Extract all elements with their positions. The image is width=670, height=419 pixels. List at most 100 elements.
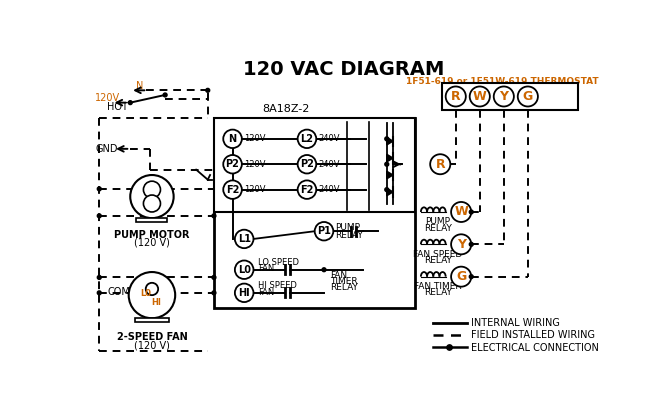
Circle shape (163, 93, 167, 97)
Circle shape (206, 88, 210, 92)
Text: F2: F2 (226, 185, 239, 195)
Text: FAN: FAN (258, 264, 275, 273)
Text: (120 V): (120 V) (134, 340, 170, 350)
Text: P1: P1 (317, 226, 331, 236)
Text: 8A18Z-2: 8A18Z-2 (262, 104, 310, 114)
Circle shape (146, 283, 158, 295)
Text: 2-SPEED FAN: 2-SPEED FAN (117, 333, 188, 342)
Circle shape (235, 230, 253, 248)
Text: 240V: 240V (318, 185, 340, 194)
Text: L0: L0 (238, 265, 251, 275)
Circle shape (322, 268, 326, 272)
Circle shape (469, 275, 473, 279)
Text: RELAY: RELAY (424, 288, 452, 297)
Circle shape (385, 162, 389, 166)
Text: Y: Y (499, 90, 509, 103)
Text: R: R (451, 90, 460, 103)
Circle shape (451, 202, 471, 222)
Circle shape (212, 214, 216, 218)
Polygon shape (387, 137, 393, 145)
Text: (120 V): (120 V) (134, 238, 170, 248)
Text: HI: HI (151, 298, 161, 308)
Text: 240V: 240V (318, 134, 340, 143)
Text: N: N (136, 81, 143, 91)
Circle shape (297, 155, 316, 173)
Circle shape (297, 129, 316, 148)
Text: 240V: 240V (318, 160, 340, 169)
Text: FIELD INSTALLED WIRING: FIELD INSTALLED WIRING (471, 330, 595, 340)
Text: 120V: 120V (244, 134, 266, 143)
Text: FAN SPEED: FAN SPEED (413, 250, 462, 259)
Text: F2: F2 (300, 185, 314, 195)
Text: W: W (454, 205, 468, 218)
Circle shape (385, 137, 389, 141)
Text: PUMP: PUMP (425, 217, 450, 227)
Circle shape (297, 181, 316, 199)
Bar (137, 218, 168, 222)
Circle shape (212, 276, 216, 279)
Circle shape (223, 181, 242, 199)
Text: R: R (436, 158, 445, 171)
Circle shape (129, 272, 175, 318)
Text: RELAY: RELAY (424, 256, 452, 265)
Text: INTERNAL WIRING: INTERNAL WIRING (471, 318, 560, 328)
Text: G: G (456, 270, 466, 283)
Text: FAN TIMER: FAN TIMER (414, 282, 462, 291)
Polygon shape (387, 171, 393, 179)
Text: COM: COM (107, 287, 130, 297)
Text: FAN: FAN (258, 287, 275, 297)
Circle shape (518, 86, 538, 106)
Text: L1: L1 (238, 234, 251, 244)
Circle shape (235, 284, 253, 302)
Text: PUMP MOTOR: PUMP MOTOR (114, 230, 190, 240)
Circle shape (447, 345, 452, 350)
Text: LO SPEED: LO SPEED (258, 258, 299, 266)
Text: RELAY: RELAY (424, 224, 452, 233)
Text: FAN: FAN (330, 271, 347, 279)
Text: 1F51-619 or 1F51W-619 THERMOSTAT: 1F51-619 or 1F51W-619 THERMOSTAT (406, 77, 598, 86)
Circle shape (97, 214, 101, 218)
Circle shape (315, 222, 333, 241)
Polygon shape (387, 154, 393, 162)
Circle shape (97, 276, 101, 279)
Bar (442, 83, 578, 110)
Text: 120V: 120V (244, 160, 266, 169)
Text: 120V: 120V (95, 93, 121, 103)
Bar (135, 318, 169, 322)
Circle shape (223, 129, 242, 148)
Text: P2: P2 (226, 159, 239, 169)
Circle shape (451, 234, 471, 254)
Text: 120 VAC DIAGRAM: 120 VAC DIAGRAM (243, 59, 444, 78)
Circle shape (385, 188, 389, 191)
Circle shape (446, 86, 466, 106)
Circle shape (212, 291, 216, 295)
Text: L0: L0 (140, 289, 151, 298)
Circle shape (223, 155, 242, 173)
Circle shape (97, 291, 101, 295)
Text: W: W (473, 90, 486, 103)
Text: TIMER: TIMER (330, 277, 358, 286)
Circle shape (451, 266, 471, 287)
Text: PUMP: PUMP (336, 223, 360, 232)
Text: HI SPEED: HI SPEED (258, 282, 297, 290)
Text: L2: L2 (300, 134, 314, 144)
Bar (214, 118, 415, 308)
Circle shape (470, 86, 490, 106)
Circle shape (129, 101, 132, 105)
Text: P2: P2 (300, 159, 314, 169)
Circle shape (494, 86, 514, 106)
Circle shape (235, 261, 253, 279)
Polygon shape (387, 188, 393, 196)
Text: RELAY: RELAY (330, 283, 358, 292)
Circle shape (469, 243, 473, 246)
Circle shape (430, 154, 450, 174)
Text: 120V: 120V (244, 185, 266, 194)
Circle shape (143, 181, 161, 198)
Circle shape (97, 187, 101, 191)
Circle shape (130, 175, 174, 218)
Text: GND: GND (95, 144, 118, 154)
Text: HOT: HOT (107, 102, 128, 112)
Text: HI: HI (239, 288, 250, 298)
Text: ELECTRICAL CONNECTION: ELECTRICAL CONNECTION (471, 342, 599, 352)
Circle shape (469, 210, 473, 214)
